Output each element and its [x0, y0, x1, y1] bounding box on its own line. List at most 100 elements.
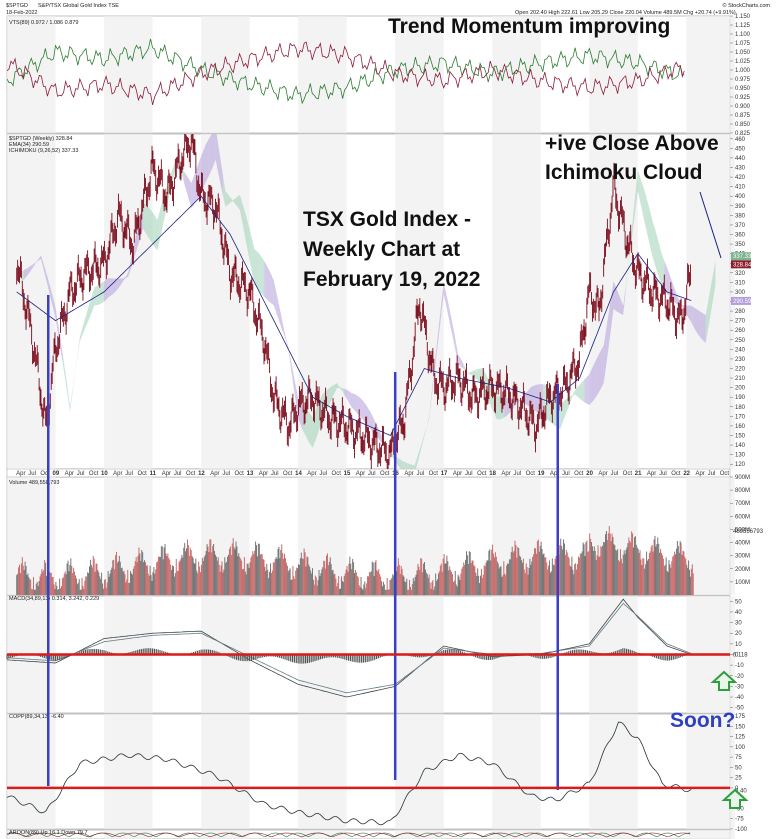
x-tick-label: Jul: [174, 471, 182, 477]
y-tick-label: 0.875: [735, 113, 751, 119]
cloud-segment: [38, 255, 41, 261]
x-tick-label: Oct: [283, 471, 293, 477]
x-tick-label: 22: [683, 471, 690, 477]
cloud-segment: [353, 393, 357, 413]
title-line1: TSX Gold Index -: [303, 208, 471, 231]
cloud-segment: [62, 354, 66, 380]
cloud-segment: [412, 464, 415, 469]
x-tick-label: Jul: [319, 471, 327, 477]
cloud-segment: [431, 370, 435, 398]
aroon-down-line: [6, 832, 691, 838]
x-tick-label: Jul: [416, 471, 424, 477]
cloud-segment: [637, 170, 641, 203]
cloud-segment: [404, 462, 408, 469]
y-tick-label: 270: [735, 319, 746, 325]
y-tick-label: 230: [735, 357, 746, 363]
year-stripe: [395, 830, 444, 839]
y-tick-label: 150: [735, 724, 746, 730]
cloud-segment: [535, 384, 539, 414]
y-tick-label: 500M: [735, 527, 750, 533]
cloud-segment: [647, 201, 650, 246]
y-tick-label: 1.025: [735, 59, 751, 65]
year-stripe: [492, 830, 541, 839]
y-tick-label: 50: [735, 599, 742, 605]
copp-current: -6.40: [733, 789, 747, 795]
cloud-segment: [108, 278, 112, 297]
y-tick-label: 150: [735, 434, 746, 440]
y-tick-label: 30: [735, 621, 742, 627]
cloud-segment: [290, 360, 294, 385]
cloud-segment: [562, 400, 566, 423]
cloud-segment: [55, 307, 58, 334]
cloud-segment: [664, 261, 667, 294]
cloud-segment: [448, 304, 451, 329]
cloud-segment: [460, 358, 464, 369]
x-tick-label: Oct: [186, 471, 196, 477]
cloud-segment: [659, 245, 663, 288]
cloud-segment: [235, 196, 238, 207]
y-tick-label: 180: [735, 405, 746, 411]
cloud-segment: [688, 305, 692, 323]
y-tick-label: 175: [735, 714, 746, 720]
cloud-segment: [589, 369, 592, 405]
cloud-segment: [426, 416, 430, 427]
price-label-2: EMA(34) 290.59: [9, 142, 49, 148]
cloud-segment: [315, 405, 318, 442]
y-tick-label: 75: [735, 755, 742, 761]
y-tick-label: 260: [735, 328, 746, 334]
y-tick-label: 300M: [735, 554, 750, 560]
cloud-segment: [215, 134, 219, 173]
cloud-segment: [300, 401, 303, 431]
cloud-segment: [317, 399, 320, 435]
y-tick-label: 0.850: [735, 122, 751, 128]
cloud-segment: [43, 263, 46, 279]
cloud-segment: [40, 255, 44, 269]
x-tick-label: Apr: [647, 471, 656, 477]
cloud-segment: [654, 228, 658, 272]
cloud-segment: [402, 460, 405, 469]
cloud-segment: [271, 275, 274, 306]
x-tick-label: Oct: [477, 471, 487, 477]
cloud-segment: [307, 411, 311, 445]
year-stripe: [589, 16, 638, 133]
cloud-segment: [703, 313, 706, 343]
cloud-segment: [36, 258, 39, 263]
cloud-segment: [565, 398, 568, 417]
aroon-series: [6, 832, 691, 838]
y-tick-label: 50: [735, 765, 742, 771]
volume-bars: [16, 526, 694, 595]
cloud-segment: [649, 210, 653, 257]
cloud-segment: [436, 325, 439, 357]
cloud-segment: [569, 395, 573, 404]
volume-label: Volume 489,558,793: [9, 480, 59, 486]
cloud-segment: [220, 159, 223, 196]
cloud-segment: [710, 274, 714, 315]
ema-line: [16, 195, 692, 437]
cloud-segment: [463, 363, 466, 371]
y-tick-label: -75: [735, 817, 744, 823]
y-tick-label: 210: [735, 376, 746, 382]
cloud-segment: [572, 390, 575, 398]
cloud-segment: [48, 279, 51, 299]
volume-current: 489556793: [733, 529, 764, 535]
x-tick-label: Oct: [380, 471, 390, 477]
cloud-segment: [652, 220, 655, 265]
x-tick-label: Oct: [574, 471, 584, 477]
cloud-segment: [596, 354, 599, 397]
cloud-segment: [533, 384, 536, 412]
cloud-segment: [584, 376, 587, 404]
up-arrow-icon: [721, 788, 749, 809]
y-tick-label: 390: [735, 204, 746, 210]
x-tick-label: Oct: [89, 471, 99, 477]
y-tick-label: 125: [735, 735, 746, 741]
cloud-segment: [623, 286, 626, 316]
cloud-segment: [642, 184, 646, 225]
cloud-segment: [147, 206, 151, 241]
x-tick-label: 09: [53, 471, 60, 477]
price-tag-label: 337.33: [733, 254, 752, 260]
y-tick-label: 1.000: [735, 68, 751, 74]
header-name: S&P/TSX Global Gold Index TSE: [38, 3, 119, 9]
y-tick-label: 1.125: [735, 23, 751, 29]
cloud-segment: [53, 297, 56, 319]
cloud-segment: [79, 328, 83, 342]
